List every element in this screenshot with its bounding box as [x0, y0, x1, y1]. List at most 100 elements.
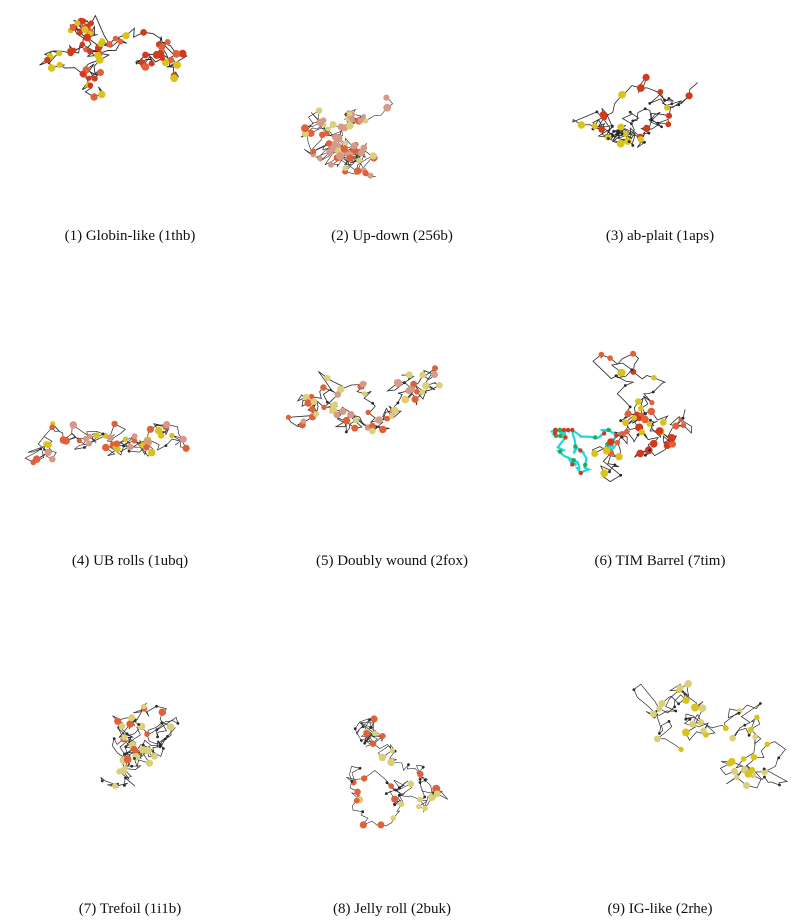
- residue-bead: [600, 469, 609, 478]
- residue-bead: [79, 70, 86, 77]
- residue-bead: [301, 124, 309, 133]
- residue-bead: [131, 433, 138, 440]
- residue-bead: [328, 161, 334, 168]
- residue-bead: [142, 51, 149, 59]
- residue-bead: [69, 24, 77, 31]
- residue-bead: [337, 385, 345, 393]
- residue-bead: [598, 351, 605, 358]
- residue-bead: [653, 735, 661, 743]
- residue-bead: [614, 374, 618, 378]
- residue-bead: [616, 139, 625, 148]
- residue-bead: [76, 438, 82, 444]
- residue-bead: [369, 427, 376, 435]
- residue-bead: [657, 89, 664, 95]
- residue-bead: [722, 725, 729, 732]
- residue-bead: [182, 444, 190, 452]
- residue-bead: [614, 439, 621, 446]
- residue-bead: [102, 443, 110, 452]
- residue-bead: [122, 436, 129, 442]
- residue-bead: [83, 446, 86, 449]
- backbone-trace: [100, 702, 179, 788]
- residue-bead: [30, 459, 37, 466]
- residue-bead: [608, 470, 611, 474]
- residue-bead: [747, 733, 751, 737]
- residue-bead: [363, 741, 367, 745]
- residue-bead: [630, 350, 637, 357]
- residue-bead: [561, 427, 567, 433]
- residue-bead: [649, 439, 658, 448]
- backbone-trace: [24, 423, 187, 463]
- residue-bead: [650, 117, 653, 121]
- figure-6: (6) TIM Barrel (7tim): [530, 305, 790, 605]
- residue-bead: [309, 405, 316, 413]
- residue-bead: [94, 51, 101, 59]
- structure-image-2rhe: [632, 680, 789, 790]
- residue-bead: [417, 770, 424, 778]
- residue-bead: [346, 122, 354, 130]
- residue-bead: [618, 90, 626, 99]
- residue-bead: [601, 431, 607, 436]
- residue-bead: [409, 386, 416, 393]
- residue-bead: [393, 803, 397, 807]
- residue-bead: [660, 125, 663, 129]
- residue-bead: [148, 60, 155, 67]
- residue-bead: [669, 440, 676, 448]
- residue-bead: [673, 705, 676, 709]
- residue-bead: [126, 720, 134, 728]
- residue-bead: [643, 107, 647, 111]
- residue-bead: [116, 768, 123, 775]
- residue-bead: [631, 119, 635, 123]
- residue-bead: [674, 709, 678, 713]
- residue-bead: [121, 734, 128, 741]
- residue-bead: [369, 740, 377, 747]
- residue-bead: [123, 784, 126, 787]
- residue-bead: [664, 104, 671, 111]
- residue-bead: [319, 131, 326, 139]
- residue-bead: [88, 20, 95, 27]
- structure-image-1ubq: [24, 420, 190, 466]
- residue-bead: [67, 48, 73, 54]
- residue-bead: [122, 444, 126, 448]
- figure-caption: (9) IG-like (2rhe): [607, 901, 713, 917]
- residue-bead: [49, 424, 55, 431]
- residue-bead: [614, 433, 619, 438]
- residue-bead: [591, 450, 599, 457]
- residue-bead: [358, 766, 362, 770]
- residue-bead: [166, 735, 169, 738]
- residue-bead: [396, 401, 400, 405]
- residue-bead: [613, 463, 617, 467]
- residue-bead: [347, 111, 353, 117]
- residue-bead: [170, 74, 179, 83]
- residue-bead: [361, 775, 368, 782]
- residue-bead: [339, 407, 347, 416]
- residue-bead: [329, 406, 338, 414]
- structure-image-2fox: [285, 365, 443, 435]
- residue-bead: [649, 418, 652, 422]
- residue-bead: [729, 734, 736, 742]
- residue-bead: [350, 780, 354, 783]
- residue-bead: [390, 815, 397, 821]
- residue-bead: [658, 700, 666, 707]
- residue-bead: [324, 375, 331, 382]
- residue-bead: [353, 167, 362, 175]
- residue-bead: [659, 419, 667, 426]
- residue-bead: [734, 774, 740, 780]
- residue-bead: [86, 48, 93, 55]
- residue-bead: [178, 49, 187, 58]
- residue-bead: [649, 710, 657, 718]
- residue-bead: [688, 717, 692, 721]
- residue-bead: [360, 739, 363, 742]
- residue-bead: [557, 427, 562, 433]
- residue-bead: [384, 792, 388, 795]
- residue-bead: [334, 391, 341, 398]
- residue-bead: [401, 395, 410, 404]
- residue-bead: [647, 131, 651, 135]
- residue-bead: [641, 415, 649, 424]
- residue-bead: [379, 425, 387, 434]
- residue-bead: [607, 137, 610, 140]
- residue-bead: [83, 33, 91, 42]
- residue-bead: [130, 745, 138, 753]
- residue-bead: [90, 93, 98, 101]
- residue-bead: [665, 121, 672, 128]
